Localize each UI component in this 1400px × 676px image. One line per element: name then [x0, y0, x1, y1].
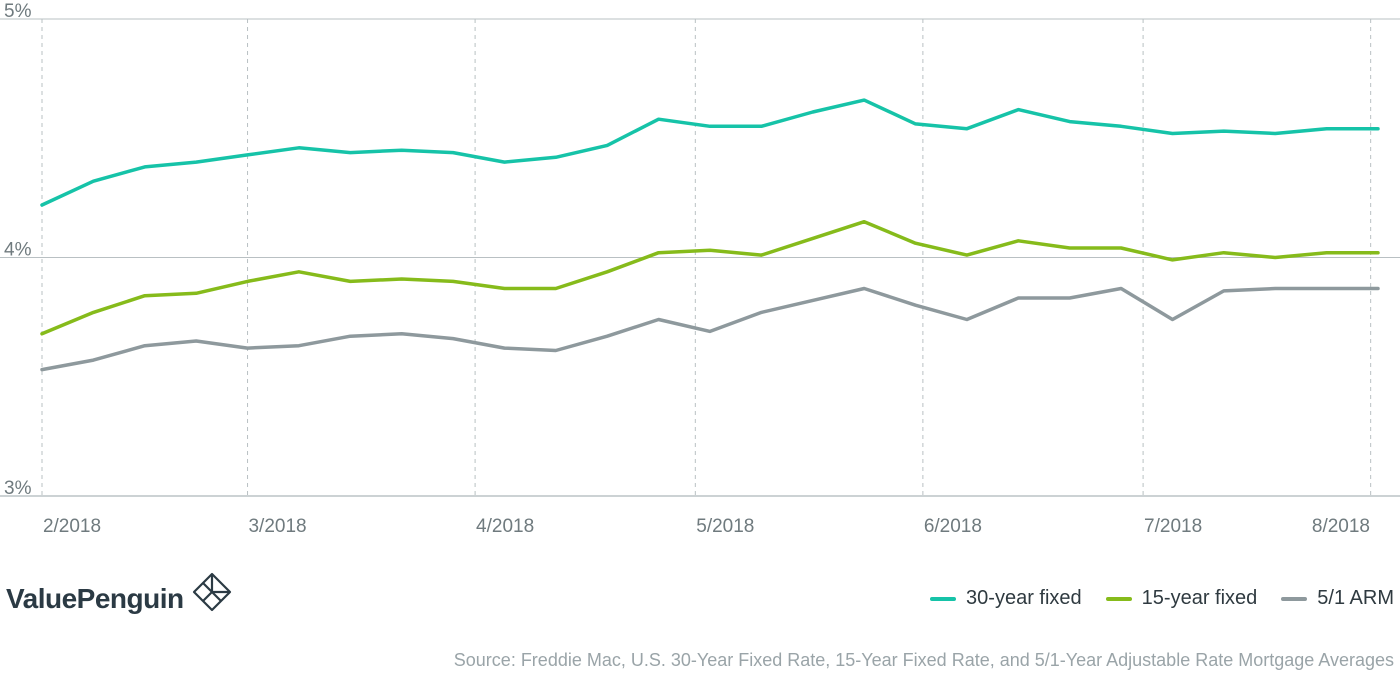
y-tick-label: 3% [4, 478, 32, 499]
x-tick-label: 8/2018 [1312, 516, 1370, 537]
legend-label: 5/1 ARM [1317, 587, 1394, 609]
y-tick-label: 5% [4, 1, 32, 22]
legend-swatch [1105, 596, 1132, 601]
legend-swatch [1281, 596, 1308, 601]
penguin-diamond-icon [192, 572, 231, 612]
logo-text: ValuePenguin [6, 583, 184, 614]
y-tick-label: 4% [4, 240, 32, 261]
x-tick-label: 2/2018 [43, 516, 101, 537]
line-chart: 3% 4% 5% 2/2018 3/2018 4/2018 5/2018 6/2018 7/20… [0, 1, 1400, 537]
legend-item: 15-year fixed [1105, 587, 1258, 610]
x-tick-label: 4/2018 [476, 516, 534, 537]
legend-swatch [930, 596, 957, 601]
series-layer [40, 98, 1380, 372]
valuepenguin-logo[interactable]: ValuePenguin [6, 572, 234, 615]
legend-item: 30-year fixed [930, 587, 1082, 610]
source-note: Source: Freddie Mac, U.S. 30-Year Fixed … [453, 650, 1394, 670]
x-tick-label: 3/2018 [248, 516, 306, 537]
x-tick-label: 6/2018 [924, 516, 982, 537]
series-line-5-1-arm [40, 286, 1380, 372]
legend-item: 5/1 ARM [1281, 587, 1394, 610]
legend-label: 30-year fixed [966, 587, 1082, 609]
x-tick-label: 7/2018 [1144, 516, 1202, 537]
series-line-15-year-fixed [40, 219, 1380, 336]
chart-legend: 30-year fixed 15-year fixed 5/1 ARM [906, 587, 1394, 610]
series-line-30-year-fixed [40, 98, 1380, 207]
tick-label-layer: 3% 4% 5% 2/2018 3/2018 4/2018 5/2018 6/2018 7/20… [4, 1, 1370, 537]
x-tick-label: 5/2018 [696, 516, 754, 537]
legend-label: 15-year fixed [1141, 587, 1258, 609]
